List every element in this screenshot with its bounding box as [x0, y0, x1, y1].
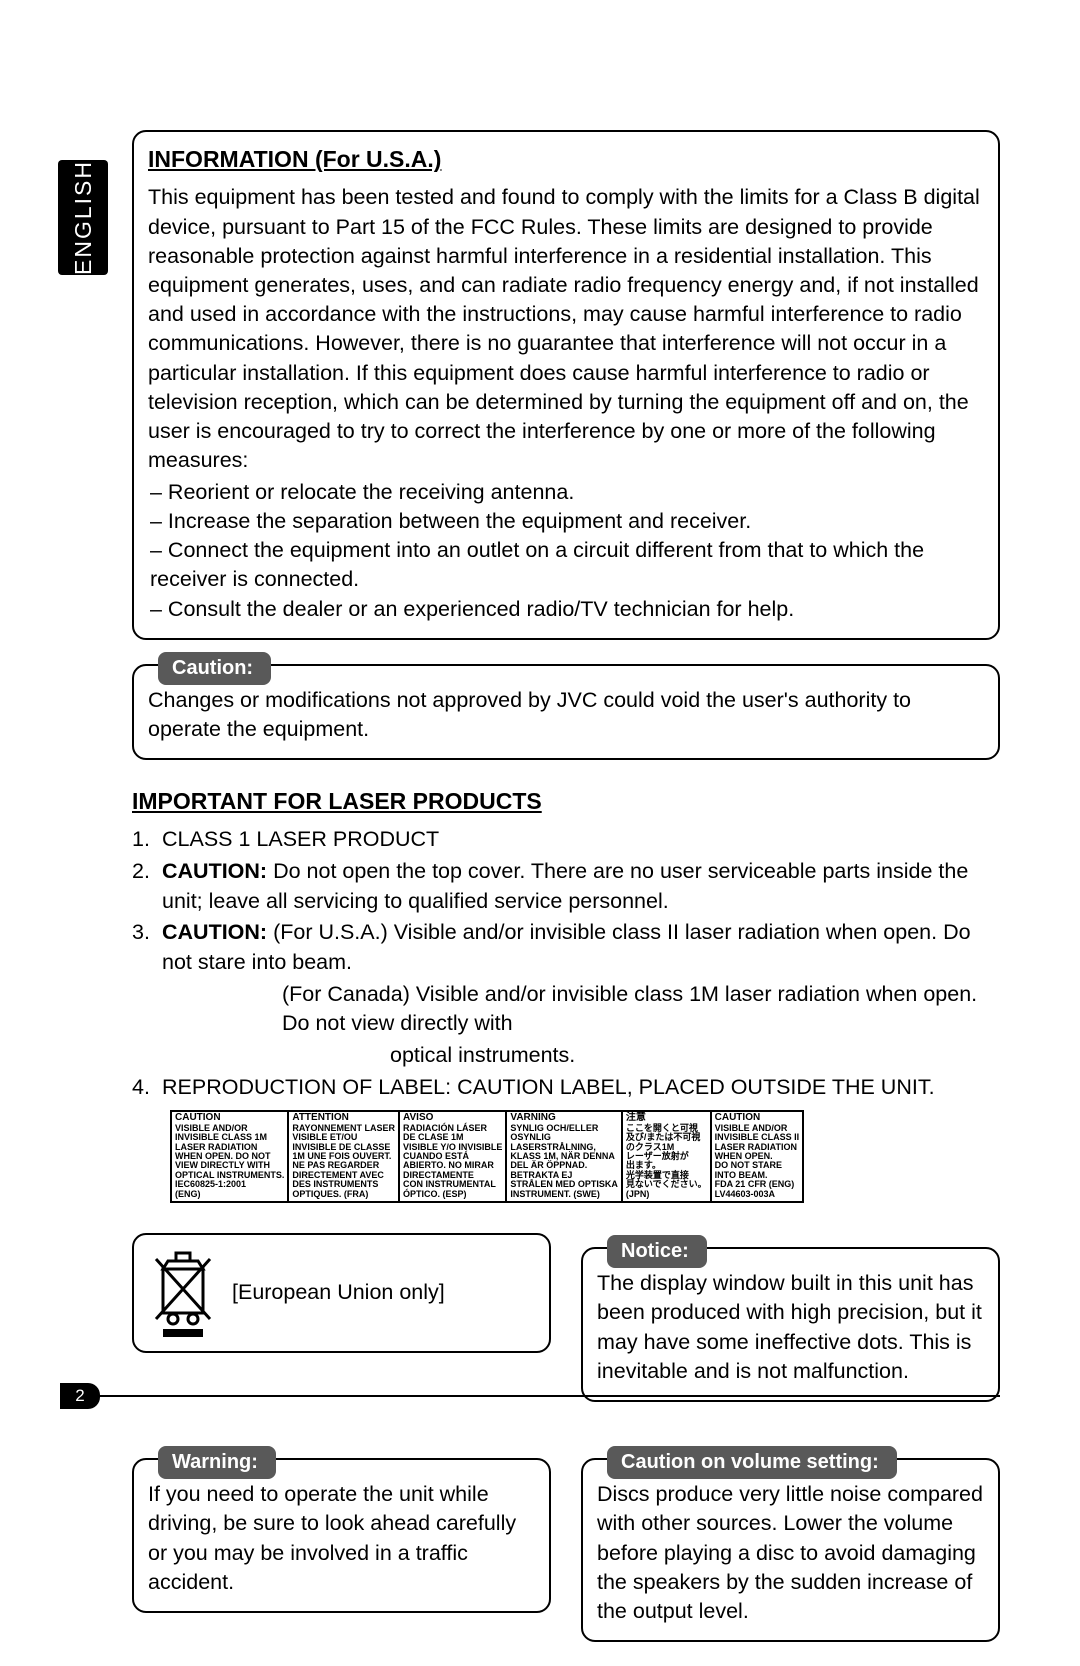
label-column: 注意ここを開くと可視及び/または不可視のクラス1Mレーザー放射が出ます。光学装置…: [622, 1111, 711, 1202]
list-number: [132, 980, 162, 1039]
warning-text: If you need to operate the unit while dr…: [148, 1480, 535, 1597]
list-item: CAUTION: (For U.S.A.) Visible and/or inv…: [162, 918, 1000, 977]
caution-text: Changes or modifications not approved by…: [148, 686, 984, 744]
caution-label: CAUTION:: [162, 859, 267, 883]
weee-bin-icon: [148, 1247, 218, 1337]
caution-label: CAUTION:: [162, 920, 267, 944]
label-column: ATTENTIONRAYONNEMENT LASERVISIBLE ET/OUI…: [288, 1111, 399, 1202]
eu-text: [European Union only]: [232, 1278, 445, 1307]
list-number: 2.: [132, 857, 162, 916]
list-item: CLASS 1 LASER PRODUCT: [162, 825, 1000, 855]
label-column: VARNINGSYNLIG OCH/ELLEROSYNLIGLASERSTRÅL…: [506, 1111, 622, 1202]
list-subtext: (For Canada) Visible and/or invisible cl…: [282, 980, 1000, 1039]
bullet-item: – Increase the separation between the eq…: [148, 507, 984, 536]
information-bullets: – Reorient or relocate the receiving ant…: [148, 478, 984, 624]
label-column: CAUTIONVISIBLE AND/ORINVISIBLE CLASS 1ML…: [171, 1111, 288, 1202]
notice-pill: Notice:: [607, 1235, 707, 1268]
information-title: INFORMATION (For U.S.A.): [148, 144, 984, 175]
list-subtext: optical instruments.: [390, 1041, 1000, 1071]
warning-pill: Warning:: [158, 1446, 276, 1479]
volume-pill: Caution on volume setting:: [607, 1446, 897, 1479]
laser-heading: IMPORTANT FOR LASER PRODUCTS: [132, 788, 1000, 815]
list-number: 4.: [132, 1073, 162, 1103]
volume-caution-box: Caution on volume setting: Discs produce…: [581, 1458, 1000, 1642]
list-number: 1.: [132, 825, 162, 855]
list-text: (For U.S.A.) Visible and/or invisible cl…: [162, 920, 971, 974]
page-number: 2: [60, 1383, 100, 1409]
list-text: Do not open the top cover. There are no …: [162, 859, 968, 913]
caution-label-table: CAUTIONVISIBLE AND/ORINVISIBLE CLASS 1ML…: [170, 1110, 804, 1203]
page-content: INFORMATION (For U.S.A.) This equipment …: [60, 130, 1000, 1666]
information-box: INFORMATION (For U.S.A.) This equipment …: [132, 130, 1000, 640]
label-column: AVISORADIACIÓN LÁSERDE CLASE 1MVISIBLE Y…: [399, 1111, 506, 1202]
notice-box: Notice: The display window built in this…: [581, 1247, 1000, 1402]
information-paragraph: This equipment has been tested and found…: [148, 183, 984, 475]
list-number: 3.: [132, 918, 162, 977]
laser-list: 1.CLASS 1 LASER PRODUCT 2.CAUTION: Do no…: [132, 825, 1000, 1102]
bullet-item: – Reorient or relocate the receiving ant…: [148, 478, 984, 507]
volume-text: Discs produce very little noise compared…: [597, 1480, 984, 1626]
caution-pill: Caution:: [158, 652, 271, 685]
list-item: CAUTION: Do not open the top cover. Ther…: [162, 857, 1000, 916]
bullet-item: – Consult the dealer or an experienced r…: [148, 595, 984, 624]
caution-box: Caution: Changes or modifications not ap…: [132, 664, 1000, 760]
footer-rule: [100, 1395, 1000, 1397]
notice-text: The display window built in this unit ha…: [597, 1269, 984, 1386]
bullet-item: – Connect the equipment into an outlet o…: [148, 536, 984, 594]
label-column: CAUTIONVISIBLE AND/ORINVISIBLE CLASS IIL…: [711, 1111, 804, 1202]
list-item: REPRODUCTION OF LABEL: CAUTION LABEL, PL…: [162, 1073, 1000, 1103]
warning-box: Warning: If you need to operate the unit…: [132, 1458, 551, 1613]
eu-box: [European Union only]: [132, 1233, 551, 1353]
list-number: [132, 1041, 162, 1071]
